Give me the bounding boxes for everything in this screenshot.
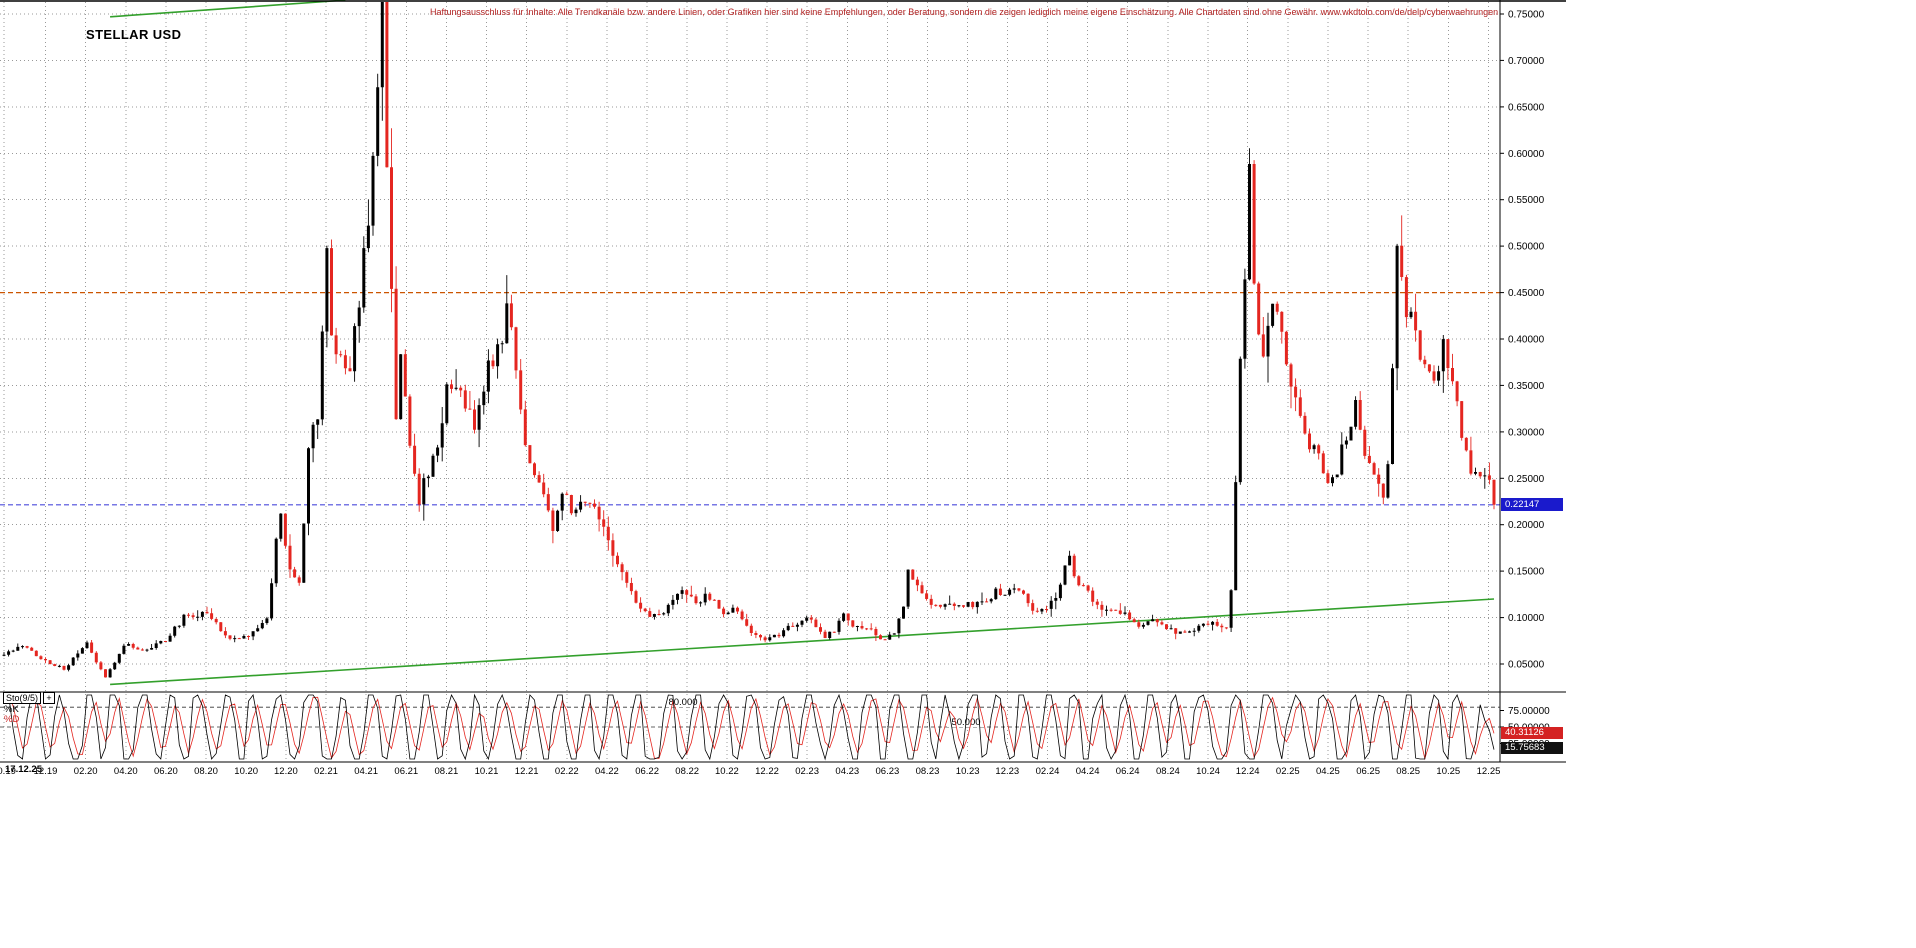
indicator-header: Sto(9/5) + <box>3 692 56 704</box>
date-tick-label: 12.21 <box>515 766 539 777</box>
stoch-d-label: %D <box>4 714 20 725</box>
date-tick-label: 08.25 <box>1396 766 1420 777</box>
stoch-80-label: 80.000 <box>668 697 697 708</box>
stoch-d-line <box>4 694 1495 761</box>
date-gridlines <box>3 2 1489 762</box>
date-tick-label: 10.20 <box>234 766 258 777</box>
date-tick-label: 04.21 <box>354 766 378 777</box>
date-tick-label: 12.22 <box>755 766 779 777</box>
price-tick-label: 0.30000 <box>1508 427 1545 438</box>
date-tick-label: 02.22 <box>555 766 579 777</box>
price-tick-label: 0.20000 <box>1508 520 1545 531</box>
date-tick-label: 02.25 <box>1276 766 1300 777</box>
price-tick-label: 0.45000 <box>1508 288 1545 299</box>
date-tick-label: 08.23 <box>916 766 940 777</box>
up-candle-bodies <box>2 2 1487 678</box>
date-tick-label: 12.20 <box>274 766 298 777</box>
price-tick-label: 0.15000 <box>1508 567 1545 578</box>
date-tick-label: 08.21 <box>435 766 459 777</box>
date-tick-label: 08.24 <box>1156 766 1180 777</box>
stoch-80-label-bg <box>664 696 702 708</box>
price-tick-label: 0.70000 <box>1508 56 1545 67</box>
indicator-name-label[interactable]: Sto(9/5) <box>3 692 42 704</box>
date-tick-label: 04.25 <box>1316 766 1340 777</box>
price-tick-label: 0.65000 <box>1508 102 1545 113</box>
expand-indicator-icon[interactable]: + <box>43 692 56 704</box>
date-tick-label: 10.21 <box>475 766 499 777</box>
date-tick-label: 12.23 <box>995 766 1019 777</box>
price-tick-label: 0.25000 <box>1508 474 1545 485</box>
support-trendline[interactable] <box>110 598 1495 686</box>
stoch-k-value-badge: 15.75683 <box>1501 742 1563 754</box>
date-tick-label: 06.21 <box>394 766 418 777</box>
date-tick-label: 06.23 <box>876 766 900 777</box>
date-tick-label: 10.22 <box>715 766 739 777</box>
date-tick-label: 02.20 <box>74 766 98 777</box>
date-tick-label: 04.20 <box>114 766 138 777</box>
date-tick-label: 12.25 <box>1477 766 1501 777</box>
date-tick-label: 12.19 <box>34 766 58 777</box>
date-tick-label: 10.24 <box>1196 766 1220 777</box>
date-tick-label: 02.24 <box>1036 766 1060 777</box>
date-tick-label: 06.20 <box>154 766 178 777</box>
down-candle-bodies <box>25 2 1496 678</box>
date-tick-label: 12.24 <box>1236 766 1260 777</box>
current-price-badge: 0.22147 <box>1501 498 1563 511</box>
down-candle-wicks <box>26 2 1495 678</box>
price-tick-label: 0.05000 <box>1508 660 1545 671</box>
date-tick-label: 06.25 <box>1356 766 1380 777</box>
price-tick-label: 0.60000 <box>1508 149 1545 160</box>
price-tick-label: 0.35000 <box>1508 381 1545 392</box>
stoch-k-line <box>4 693 1495 761</box>
price-tick-label: 0.40000 <box>1508 335 1545 346</box>
upper-trendline[interactable] <box>110 0 346 18</box>
disclaimer-text: Haftungsausschluss für Inhalte: Alle Tre… <box>430 7 1499 17</box>
date-tick-label: 04.22 <box>595 766 619 777</box>
date-tick-label: 06.22 <box>635 766 659 777</box>
price-tick-label: 0.75000 <box>1508 10 1545 21</box>
date-tick-label: 08.22 <box>675 766 699 777</box>
stoch-axis-tick-label: 75.00000 <box>1508 706 1550 717</box>
date-tick-label: 06.24 <box>1116 766 1140 777</box>
price-tick-label: 0.10000 <box>1508 613 1545 624</box>
date-tick-label: 04.23 <box>835 766 859 777</box>
date-tick-label: 10.19 <box>0 766 16 777</box>
stoch-d-value-badge: 40.31126 <box>1501 727 1563 739</box>
price-tick-label: 0.50000 <box>1508 242 1545 253</box>
stoch-k-label: %K <box>4 704 19 715</box>
date-tick-label: 02.23 <box>795 766 819 777</box>
date-tick-label: 10.23 <box>956 766 980 777</box>
date-tick-label: 08.20 <box>194 766 218 777</box>
chart-canvas[interactable]: 0.75000 0.70000 0.65000 0.60000 0.55000 0.500… <box>0 0 1570 782</box>
price-tick-label: 0.55000 <box>1508 195 1545 206</box>
chart-title: STELLAR USD <box>86 27 182 42</box>
price-gridlines <box>0 13 1500 665</box>
date-tick-label: 10.25 <box>1436 766 1460 777</box>
current-date-stamp: 17.12.25 <box>5 764 42 775</box>
date-tick-label: 02.21 <box>314 766 338 777</box>
date-tick-label: 04.24 <box>1076 766 1100 777</box>
